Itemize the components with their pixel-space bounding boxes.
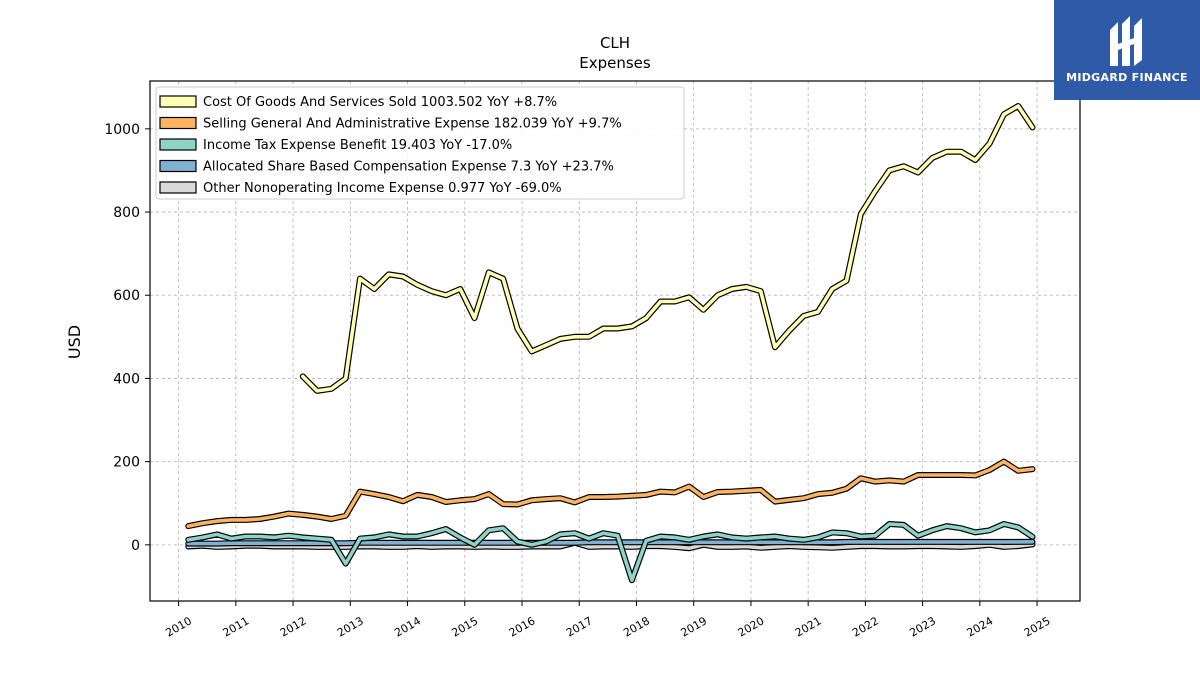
plot-frame — [149, 80, 1081, 602]
legend-swatch — [159, 138, 197, 151]
x-tick-label: 2012 — [278, 614, 309, 639]
y-tick-label: 1000 — [104, 122, 140, 138]
brand-mark-icon — [1110, 16, 1142, 66]
legend-box — [155, 86, 685, 200]
x-tick-label: 2024 — [965, 614, 996, 639]
brand-name: MIDGARD FINANCE — [1066, 71, 1188, 84]
series-lines — [185, 103, 1036, 584]
x-tick-label: 2023 — [907, 614, 938, 639]
y-tick-label: 200 — [113, 455, 140, 471]
x-tick-label: 2020 — [736, 614, 767, 639]
x-tick-label: 2016 — [507, 614, 538, 639]
chart-subtitle: Expenses — [579, 54, 651, 72]
chart-title: CLH — [600, 34, 630, 52]
x-tick-label: 2022 — [850, 614, 881, 639]
y-tick-label: 0 — [131, 538, 140, 554]
legend-swatch — [159, 116, 197, 130]
axes: 0 200 400 600 800 1000 2010 2011 2012 2013 2014 201… — [104, 122, 1052, 640]
x-tick-label: 2021 — [793, 614, 824, 639]
series-line — [300, 104, 1035, 393]
legend-label: Selling General And Administrative Expen… — [203, 117, 622, 132]
y-axis-label: USD — [65, 325, 84, 359]
legend-label: Cost Of Goods And Services Sold 1003.502… — [203, 95, 557, 110]
x-tick-label: 2010 — [163, 614, 194, 639]
x-tick-label: 2019 — [678, 614, 709, 639]
legend-swatch — [159, 181, 197, 194]
y-tick-label: 800 — [113, 205, 140, 221]
legend: Cost Of Goods And Services Sold 1003.502… — [155, 86, 685, 200]
x-tick-label: 2025 — [1022, 614, 1053, 639]
legend-label: Other Nonoperating Income Expense 0.977 … — [203, 181, 562, 196]
x-tick-label: 2015 — [450, 614, 481, 639]
y-tick-label: 400 — [113, 371, 140, 387]
series-line-outline — [185, 521, 1036, 584]
series-line — [186, 540, 1035, 551]
series-line — [186, 522, 1035, 583]
x-tick-label: 2014 — [392, 614, 423, 639]
legend-label: Allocated Share Based Compensation Expen… — [203, 160, 614, 175]
x-tick-label: 2017 — [564, 614, 595, 639]
legend-label: Income Tax Expense Benefit 19.403 YoY -1… — [203, 138, 512, 153]
y-tick-label: 600 — [113, 288, 140, 304]
series-line — [186, 539, 1035, 546]
legend-swatch — [159, 159, 197, 173]
x-tick-label: 2018 — [621, 614, 652, 639]
x-tick-label: 2013 — [335, 614, 366, 639]
legend-swatch — [159, 95, 197, 108]
brand-logo: MIDGARD FINANCE — [1054, 0, 1200, 100]
x-tick-label: 2011 — [221, 614, 252, 639]
series-line — [186, 459, 1035, 528]
